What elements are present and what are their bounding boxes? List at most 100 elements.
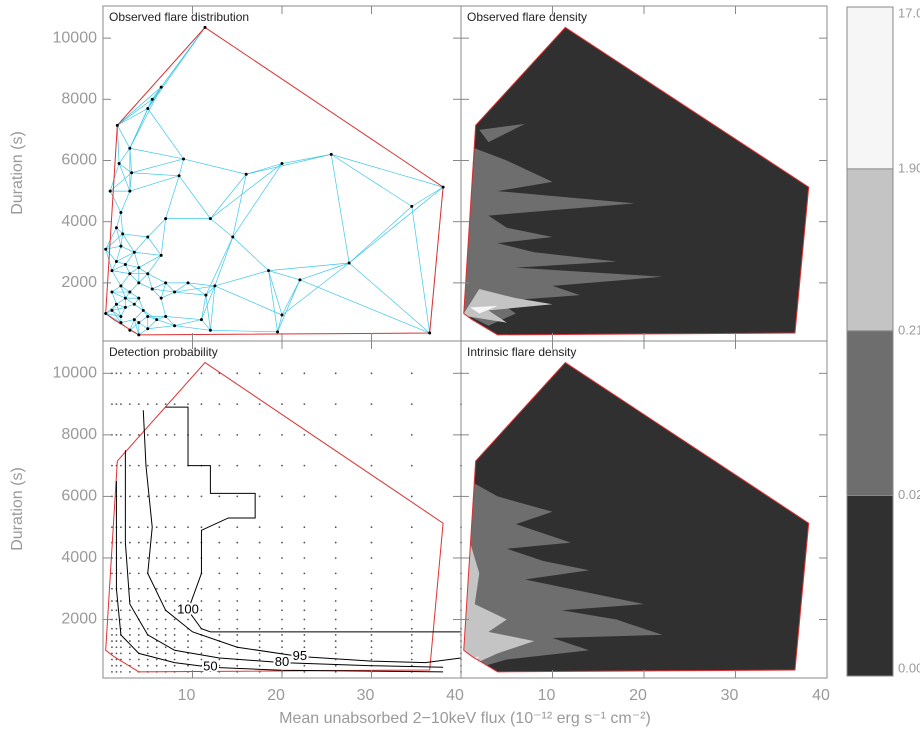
grid-point	[164, 526, 167, 529]
mesh-line	[205, 285, 216, 296]
grid-point	[218, 634, 221, 636]
point	[164, 315, 168, 319]
y-axis-label: Duration (s)	[9, 467, 26, 551]
x-tick-label: 30	[357, 687, 375, 704]
point	[280, 162, 284, 166]
mesh-line	[147, 255, 162, 274]
grid-point	[137, 372, 140, 375]
grid-point	[187, 600, 189, 602]
mesh-line	[214, 236, 234, 287]
mesh-line	[111, 270, 122, 287]
mesh-line	[125, 252, 135, 265]
grid-point	[410, 403, 413, 405]
grid-point	[137, 572, 140, 575]
grid-point	[258, 652, 261, 655]
contour-line	[115, 481, 444, 673]
grid-point	[120, 652, 122, 655]
grid-point	[146, 652, 149, 655]
colorbar-band	[847, 168, 893, 331]
density-region	[465, 656, 480, 666]
point	[132, 250, 136, 254]
mesh-line	[331, 154, 412, 207]
grid-point	[155, 646, 158, 649]
grid-point	[120, 464, 122, 467]
density-regions	[463, 123, 663, 326]
grid-point	[218, 609, 221, 612]
x-tick-label: 40	[446, 687, 464, 704]
grid-point	[173, 372, 176, 375]
grid-point	[281, 433, 283, 436]
mesh-line	[201, 319, 211, 331]
grid-point	[155, 433, 158, 436]
mesh-line	[129, 291, 139, 299]
grid-point	[200, 526, 203, 529]
mesh-line	[122, 233, 135, 253]
grid-point	[111, 618, 113, 621]
point	[128, 290, 132, 294]
point	[137, 281, 141, 285]
colorbar-band	[847, 495, 893, 676]
mesh-line	[129, 273, 140, 284]
grid-point	[128, 587, 131, 590]
point	[104, 247, 108, 251]
grid-point	[258, 618, 261, 621]
mesh-line	[268, 270, 300, 281]
grid-point	[303, 403, 306, 405]
mesh-line	[174, 285, 215, 293]
grid-point	[146, 372, 149, 375]
grid-point	[281, 403, 283, 405]
grid-point	[303, 587, 306, 590]
panel-title: Observed flare density	[467, 10, 587, 24]
grid-point	[111, 433, 113, 436]
grid-point	[303, 526, 306, 529]
x-tick-label: 20	[629, 687, 647, 704]
x-tick-label: 10	[178, 687, 196, 704]
hull	[463, 26, 810, 336]
mesh-line	[147, 273, 153, 290]
grid-point	[111, 652, 113, 655]
mesh-line	[105, 233, 123, 250]
grid-point	[173, 541, 176, 544]
grid-point	[128, 640, 131, 642]
grid-point	[334, 541, 337, 544]
mesh-line	[125, 303, 135, 308]
point	[110, 290, 114, 294]
grid-point	[111, 627, 113, 630]
mesh-line	[299, 279, 430, 334]
mesh-line	[210, 218, 233, 238]
mesh-line	[160, 298, 166, 317]
mesh-line	[111, 291, 126, 299]
mesh-line	[147, 218, 166, 238]
grid-point	[200, 495, 203, 498]
grid-point	[410, 618, 413, 621]
grid-point	[218, 464, 221, 467]
grid-point	[187, 664, 189, 667]
point	[110, 308, 114, 312]
grid-point	[281, 372, 283, 375]
grid-point	[258, 495, 261, 498]
mesh-line	[281, 279, 301, 316]
point	[164, 217, 168, 221]
point	[128, 189, 132, 193]
mesh-line	[178, 158, 184, 176]
grid-point	[173, 609, 176, 612]
grid-point	[281, 627, 283, 630]
grid-point	[155, 495, 158, 498]
grid-point	[128, 652, 131, 655]
grid-point	[281, 587, 283, 590]
point	[146, 327, 150, 331]
mesh-line	[111, 261, 117, 271]
y-tick-label: 4000	[61, 213, 97, 230]
mesh-line	[120, 190, 131, 213]
mesh-line	[138, 255, 162, 268]
point	[428, 331, 432, 335]
y-tick-label: 4000	[61, 549, 97, 566]
grid-point	[120, 670, 122, 673]
mesh-line	[205, 295, 211, 331]
grid-point	[115, 609, 118, 612]
mesh-line	[117, 86, 162, 126]
grid-point	[155, 403, 158, 405]
y-tick-label: 6000	[61, 488, 97, 505]
point	[137, 321, 141, 325]
mesh-line	[281, 154, 332, 164]
